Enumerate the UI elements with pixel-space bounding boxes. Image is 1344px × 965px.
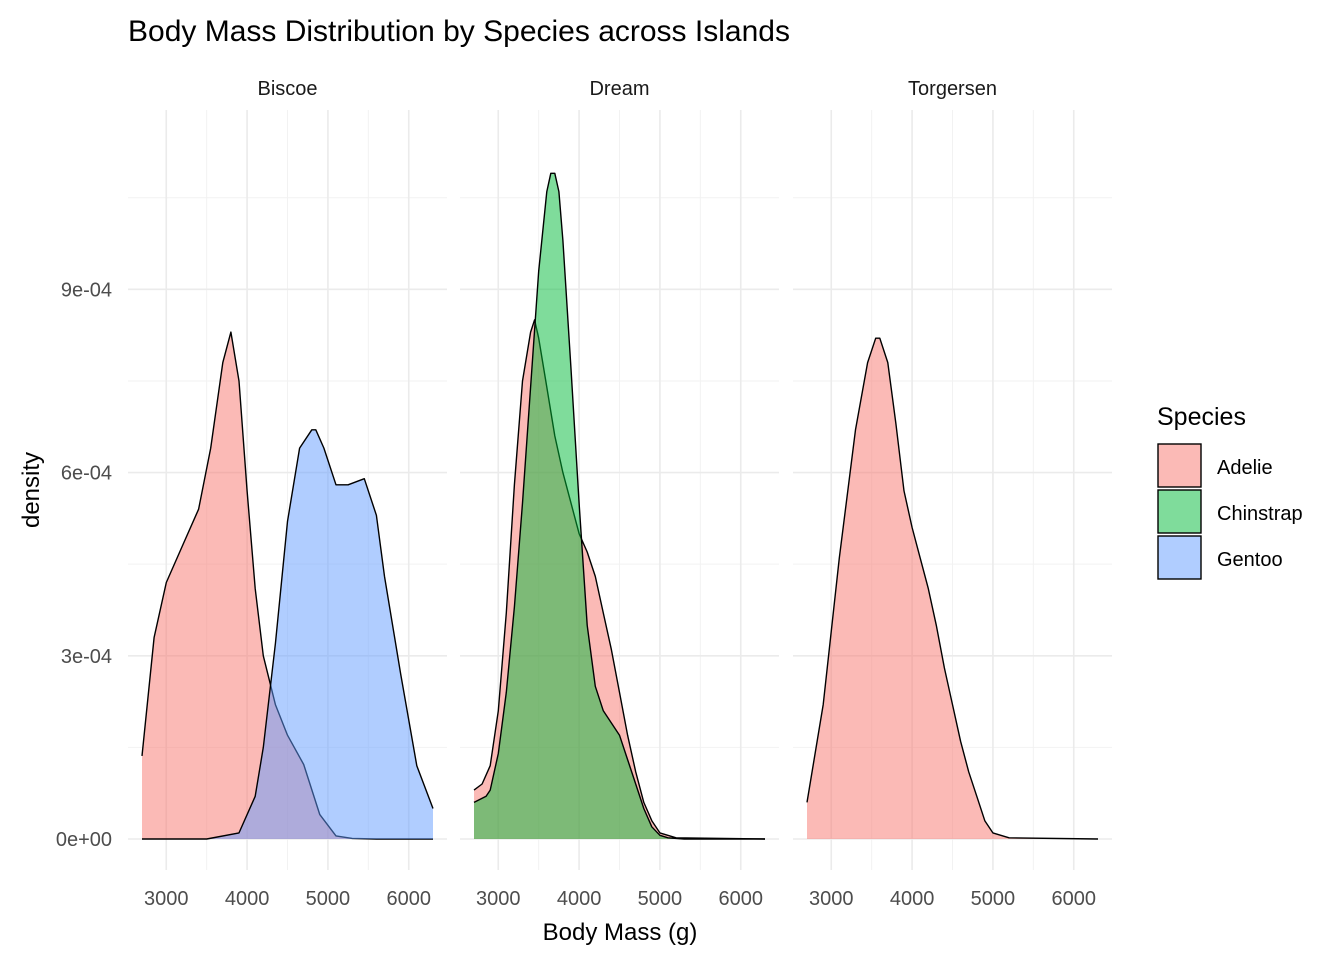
legend-title: Species bbox=[1157, 403, 1246, 431]
y-tick-label: 3e-04 bbox=[61, 646, 112, 668]
x-tick-label: 3000 bbox=[144, 888, 189, 910]
legend-item-adelie: Adelie bbox=[1157, 443, 1273, 488]
x-tick-label: 4000 bbox=[225, 888, 270, 910]
panel-biscoe: Biscoe 3000 4000 5000 6000 bbox=[128, 78, 447, 910]
legend-key-gentoo bbox=[1157, 535, 1202, 580]
y-tick-label: 9e-04 bbox=[61, 279, 112, 301]
panel-torgersen: Torgersen 3000 4000 5000 6000 bbox=[793, 78, 1112, 910]
density-line-adelie bbox=[806, 337, 1099, 840]
x-tick-label: 5000 bbox=[971, 888, 1016, 910]
x-tick-label: 5000 bbox=[638, 888, 683, 910]
facet-label-dream: Dream bbox=[589, 78, 649, 100]
legend-key-chinstrap bbox=[1157, 489, 1202, 534]
legend: Species Adelie Chinstrap Gentoo bbox=[1157, 403, 1303, 580]
x-tick-label: 3000 bbox=[809, 888, 854, 910]
y-axis-ticks: 0e+00 3e-04 6e-04 9e-04 bbox=[56, 279, 112, 851]
panels-layer: Biscoe 3000 4000 5000 6000 Dream 3000 4000 5000 6… bbox=[56, 78, 1112, 910]
facet-label-torgersen: Torgersen bbox=[908, 78, 997, 100]
legend-key-adelie bbox=[1157, 443, 1202, 488]
x-tick-label: 3000 bbox=[476, 888, 521, 910]
panel-dream: Dream 3000 4000 5000 6000 bbox=[460, 78, 779, 910]
density-area-chinstrap bbox=[474, 173, 765, 840]
legend-label-adelie: Adelie bbox=[1217, 457, 1273, 479]
y-axis-label: density bbox=[18, 452, 45, 528]
x-tick-label: 6000 bbox=[1052, 888, 1097, 910]
x-axis-label: Body Mass (g) bbox=[543, 919, 698, 946]
legend-item-gentoo: Gentoo bbox=[1157, 535, 1283, 580]
chart-title: Body Mass Distribution by Species across… bbox=[128, 15, 790, 48]
density-area-gentoo bbox=[142, 429, 433, 839]
density-line-chinstrap bbox=[473, 172, 765, 840]
legend-item-chinstrap: Chinstrap bbox=[1157, 489, 1303, 534]
y-tick-label: 0e+00 bbox=[56, 829, 112, 851]
y-tick-label: 6e-04 bbox=[61, 463, 112, 485]
x-tick-label: 4000 bbox=[557, 888, 602, 910]
density-line-gentoo bbox=[142, 429, 434, 840]
legend-label-chinstrap: Chinstrap bbox=[1217, 503, 1303, 525]
legend-label-gentoo: Gentoo bbox=[1217, 549, 1283, 571]
x-tick-label: 4000 bbox=[890, 888, 935, 910]
x-tick-label: 6000 bbox=[719, 888, 764, 910]
legend-items: Adelie Chinstrap Gentoo bbox=[1157, 443, 1303, 580]
density-area-adelie bbox=[807, 338, 1098, 839]
density-area-adelie bbox=[142, 332, 433, 839]
x-tick-label: 6000 bbox=[387, 888, 432, 910]
facet-label-biscoe: Biscoe bbox=[257, 78, 317, 100]
x-tick-label: 5000 bbox=[306, 888, 351, 910]
